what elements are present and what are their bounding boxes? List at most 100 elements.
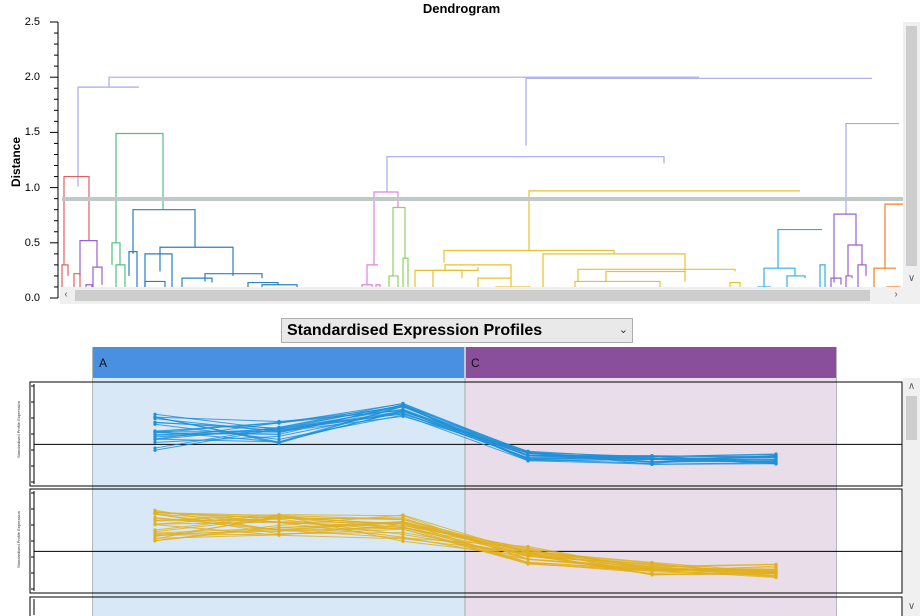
dendrogram-vertical-scrollbar[interactable]: ∨ — [903, 22, 920, 288]
cluster-header-a[interactable]: A — [93, 347, 464, 378]
profile-point — [401, 405, 405, 409]
profile-point — [774, 569, 778, 573]
profile-line — [154, 521, 777, 575]
dendrogram-link — [132, 209, 196, 254]
profile-point — [277, 520, 281, 525]
profile-point — [401, 539, 405, 543]
chevron-down-icon: ⌄ — [618, 324, 628, 336]
profile-point — [277, 514, 281, 518]
cluster-label: C — [471, 356, 480, 370]
scrollbar-thumb[interactable] — [906, 396, 917, 440]
profile-point — [153, 431, 157, 435]
profile-point — [774, 459, 778, 463]
chevron-right-icon[interactable]: › — [894, 289, 898, 300]
chevron-down-icon[interactable]: ∨ — [907, 273, 916, 284]
profile-point — [401, 525, 405, 530]
chevron-up-icon[interactable]: ∧ — [907, 381, 916, 392]
dendrogram-link — [388, 275, 399, 298]
dendrogram-link — [845, 122, 899, 215]
y-tick-label: 1.0 — [24, 182, 40, 194]
profile-point — [277, 525, 281, 530]
profile-point — [277, 426, 281, 430]
dendrogram-link — [204, 273, 263, 282]
band-border — [92, 347, 93, 616]
profile-point — [650, 567, 654, 571]
dendrogram-horizontal-scrollbar[interactable]: ‹ › — [60, 287, 903, 304]
dendrogram-link — [115, 264, 126, 298]
dendrogram-link — [845, 275, 853, 298]
profile-type-value: Standardised Expression Profiles — [287, 322, 543, 339]
profile-point — [153, 533, 157, 537]
dendrogram-link — [159, 246, 234, 276]
profile-panel — [29, 488, 903, 594]
profile-point — [526, 454, 530, 458]
profile-point — [277, 533, 281, 537]
dendrogram-link — [79, 239, 98, 276]
dendrogram-link — [73, 273, 81, 298]
profile-point — [650, 461, 654, 466]
profile-point — [401, 408, 405, 413]
profile-point — [526, 550, 530, 554]
scrollbar-thumb[interactable] — [906, 26, 917, 266]
band-border — [836, 347, 837, 616]
y-tick-label: 1.5 — [24, 126, 40, 138]
y-tick-label: 0.0 — [24, 292, 40, 304]
profile-point — [526, 547, 530, 551]
profile-type-dropdown[interactable]: Standardised Expression Profiles ⌄ — [281, 318, 633, 343]
dendrogram-link — [92, 266, 103, 287]
profile-point — [650, 455, 654, 459]
profile-point — [153, 448, 157, 452]
profiles-vertical-scrollbar[interactable]: ∧ ∨ — [903, 378, 920, 616]
cluster-header-c[interactable]: C — [465, 347, 836, 378]
y-tick-label: 2.0 — [24, 71, 40, 83]
profile-point — [526, 544, 530, 549]
profile-point — [153, 415, 157, 419]
dendrogram-link — [392, 206, 406, 276]
chevron-down-icon[interactable]: ∨ — [907, 601, 916, 612]
profile-point — [153, 512, 157, 516]
dendrogram-link — [373, 191, 399, 265]
profile-axis-label: Standardised Profile Expression — [16, 511, 21, 569]
profile-point — [153, 412, 157, 416]
profile-line — [154, 410, 777, 464]
dendrogram-plot — [50, 21, 906, 299]
profile-point — [526, 457, 530, 461]
profile-point — [277, 437, 281, 441]
dendrogram-link — [111, 242, 121, 265]
dendrogram-link — [577, 268, 736, 282]
profile-point — [774, 452, 778, 456]
y-tick-label: 2.5 — [24, 16, 40, 28]
profile-point — [774, 455, 778, 460]
dendrogram-link — [402, 257, 409, 298]
profile-lines — [153, 401, 778, 580]
dendrogram-link — [144, 253, 173, 287]
dendrogram-link — [61, 264, 69, 298]
dendrogram-link — [108, 76, 699, 88]
dendrogram-link — [525, 77, 872, 146]
profile-point — [153, 539, 157, 543]
profile-line — [154, 518, 777, 574]
dendrogram-link — [763, 267, 796, 287]
dendrogram-link — [542, 253, 686, 298]
dendrogram-link — [833, 213, 857, 283]
scrollbar-thumb[interactable] — [75, 290, 870, 301]
dendrogram-link — [444, 264, 512, 279]
dendrogram-link — [443, 249, 615, 263]
profile-line — [154, 406, 777, 463]
chevron-left-icon[interactable]: ‹ — [64, 289, 68, 300]
expression-profiles — [29, 381, 903, 616]
y-tick-label: 0.5 — [24, 237, 40, 249]
profile-point — [401, 401, 405, 405]
profile-point — [526, 561, 530, 565]
y-axis-ticks — [50, 21, 58, 299]
dendrogram-link — [528, 190, 800, 251]
profile-point — [277, 420, 281, 424]
profile-point — [153, 440, 157, 445]
dendrogram-link — [786, 275, 806, 298]
profile-point — [153, 517, 157, 521]
dendrogram-link — [77, 86, 139, 187]
profile-line — [154, 413, 777, 458]
profile-panel — [29, 596, 903, 616]
dendrogram-link — [366, 264, 378, 285]
band-border — [464, 347, 466, 616]
